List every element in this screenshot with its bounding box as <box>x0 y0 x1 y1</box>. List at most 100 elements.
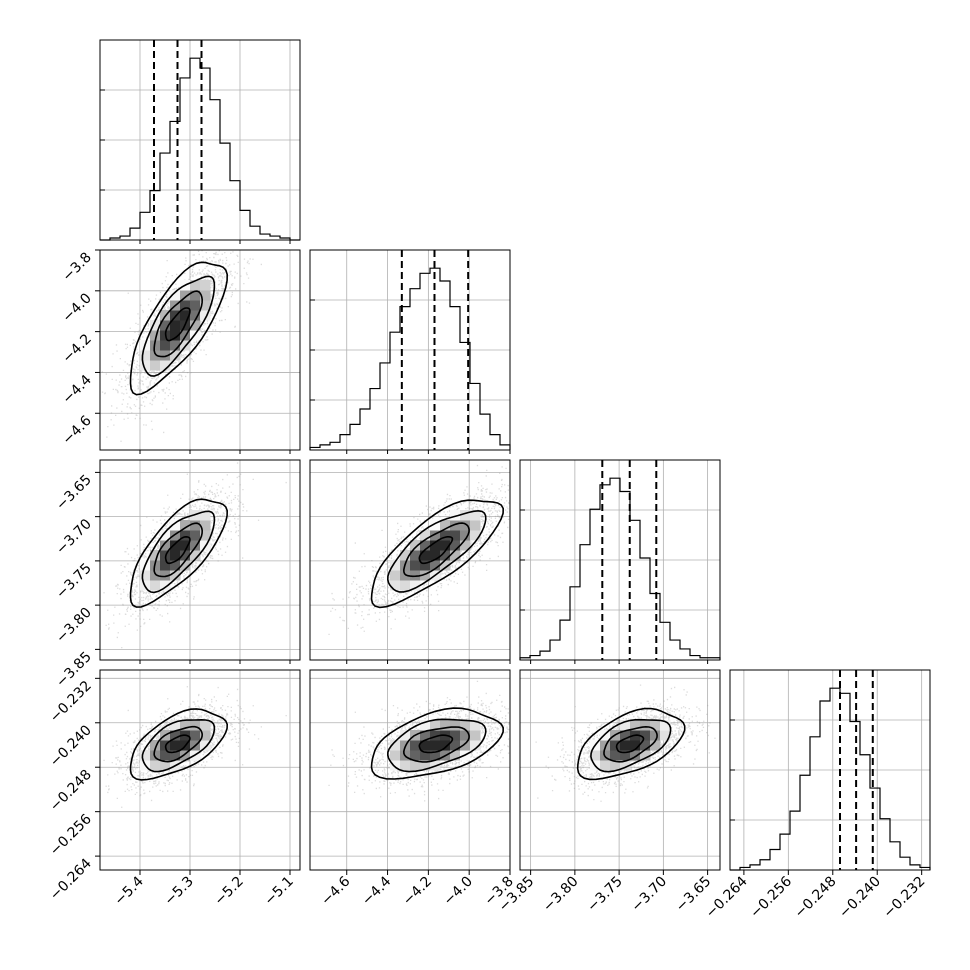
density-cell <box>160 360 171 371</box>
x-tick-label: −0.232 <box>881 874 929 922</box>
density-cell <box>150 750 161 761</box>
density-cell <box>640 730 651 741</box>
density-cell <box>200 510 211 521</box>
density-cell <box>160 350 171 361</box>
density-cell <box>160 570 171 581</box>
density-cell <box>170 740 181 751</box>
contour-line <box>153 725 204 763</box>
density-cell <box>410 740 421 751</box>
density-cell <box>420 730 431 741</box>
density-cell <box>460 530 471 541</box>
density-cell <box>200 280 211 291</box>
y-tick-label: −4.6 <box>59 413 94 448</box>
density-cell <box>440 560 451 571</box>
density-cell <box>170 570 181 581</box>
density-panel-1_0 <box>99 249 301 451</box>
density-cell <box>170 310 181 321</box>
density-cell <box>470 520 481 531</box>
density-cell <box>180 720 191 731</box>
density-cell <box>430 720 441 731</box>
y-tick-label: −0.248 <box>47 767 95 815</box>
density-cell <box>390 580 401 591</box>
density-cell <box>660 720 671 731</box>
density-cell <box>200 530 211 541</box>
density-cell <box>150 740 161 751</box>
density-cell <box>140 360 151 371</box>
density-cell <box>200 300 211 311</box>
density-panel-2_1 <box>309 459 511 661</box>
y-tick-label: −3.65 <box>53 472 95 514</box>
density-cell <box>150 360 161 371</box>
density-cell <box>620 740 631 751</box>
density-cell <box>160 320 171 331</box>
density-cell <box>410 760 421 771</box>
y-tick-label: −3.70 <box>53 516 95 558</box>
x-tick-label: −5.2 <box>211 874 246 909</box>
density-cell <box>170 750 181 761</box>
y-tick-label: −0.264 <box>47 856 95 904</box>
density-cell <box>150 320 161 331</box>
axes-frame <box>309 249 511 451</box>
density-cell <box>450 720 461 731</box>
density-cell <box>640 750 651 761</box>
density-cell <box>170 730 181 741</box>
contour-line <box>386 509 487 593</box>
contour-line <box>129 708 229 781</box>
density-cell <box>160 340 171 351</box>
density-cell <box>180 560 191 571</box>
density-cell <box>180 530 191 541</box>
y-tick-label: −3.8 <box>59 250 94 285</box>
density-cell <box>180 550 191 561</box>
density-cell <box>390 750 401 761</box>
density-cell <box>190 300 201 311</box>
contour-line <box>402 522 470 578</box>
density-cell <box>430 540 441 551</box>
histogram-panel-3 <box>729 669 931 871</box>
density-cell <box>190 290 201 301</box>
density-cell <box>450 740 461 751</box>
density-cell <box>610 740 621 751</box>
axes-frame <box>729 669 931 871</box>
density-cell <box>420 550 431 561</box>
density-cell <box>450 730 461 741</box>
density-cell <box>470 510 481 521</box>
density-cell <box>160 540 171 551</box>
x-tick-label: −5.3 <box>161 874 196 909</box>
density-cell <box>410 570 421 581</box>
density-cell <box>150 570 161 581</box>
density-cell <box>170 350 181 361</box>
contour-line <box>615 734 645 754</box>
contour-line <box>141 718 216 773</box>
density-cell <box>200 740 211 751</box>
density-cell <box>180 300 191 311</box>
density-cell <box>190 720 201 731</box>
density-cell <box>190 310 201 321</box>
x-tick-label: −0.248 <box>792 874 840 922</box>
density-cell <box>180 520 191 531</box>
contour-line <box>370 707 505 780</box>
density-cell <box>460 720 471 731</box>
contour-line <box>153 522 204 578</box>
scatter-points <box>328 464 510 635</box>
histogram-step-line <box>309 267 511 450</box>
density-cell <box>440 540 451 551</box>
density-cell <box>610 760 621 771</box>
density-cell <box>650 720 661 731</box>
density-cell <box>470 740 481 751</box>
x-tick-label: −4.6 <box>318 873 353 908</box>
contour-line <box>153 290 204 358</box>
density-cell <box>460 740 471 751</box>
density-cell <box>200 520 211 531</box>
axes-frame <box>519 459 721 661</box>
density-panel-2_0 <box>99 459 301 661</box>
plot-area <box>100 670 300 870</box>
density-cell <box>170 520 181 531</box>
density-cell <box>630 720 641 731</box>
density-cell <box>430 560 441 571</box>
density-cell <box>150 350 161 361</box>
density-cell <box>410 750 421 761</box>
density-cell <box>400 730 411 741</box>
density-cell <box>170 290 181 301</box>
density-cell <box>450 510 461 521</box>
